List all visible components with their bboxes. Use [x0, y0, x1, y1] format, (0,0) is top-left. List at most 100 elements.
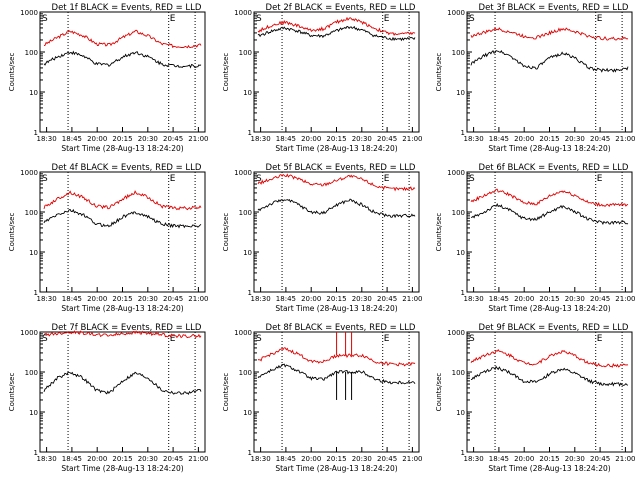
x-axis-label: Start Time (28-Aug-13 18:24:20)	[488, 464, 610, 473]
series-line-lld	[257, 16, 416, 37]
x-tick-label: 21:00	[615, 295, 635, 303]
e-marker: E	[170, 334, 176, 344]
series-line-events	[470, 365, 629, 387]
series-line-lld	[470, 188, 629, 208]
series-line-events	[43, 50, 202, 69]
y-tick-label: 100	[452, 369, 465, 377]
x-tick-label: 21:00	[402, 455, 422, 463]
x-tick-label: 18:30	[251, 295, 271, 303]
chart-panel-8: Det 8f BLACK = Events, RED = LLD 1 10 100 10…	[222, 323, 422, 473]
x-tick-label: 20:45	[590, 455, 610, 463]
series-line-lld	[43, 190, 202, 211]
e-marker: E	[597, 334, 603, 344]
y-axis-label: Counts/sec	[222, 373, 230, 412]
x-tick-label: 18:45	[62, 295, 82, 303]
x-tick-label: 18:45	[276, 455, 296, 463]
y-axis-label: Counts/sec	[435, 373, 443, 412]
x-tick-label: 20:30	[138, 135, 158, 143]
x-tick-label: 21:00	[188, 135, 208, 143]
y-tick-label: 1000	[20, 169, 38, 177]
y-tick-label: 100	[239, 369, 252, 377]
chart-title: Det 6f BLACK = Events, RED = LLD	[479, 163, 629, 173]
s-marker: S	[42, 174, 48, 184]
x-tick-label: 20:15	[112, 455, 132, 463]
x-tick-label: 18:30	[37, 455, 57, 463]
x-tick-label: 18:30	[251, 135, 271, 143]
e-marker: E	[597, 14, 603, 24]
y-tick-label: 10	[243, 89, 252, 97]
y-tick-label: 10	[456, 89, 465, 97]
x-axis-label: Start Time (28-Aug-13 18:24:20)	[488, 144, 610, 153]
y-tick-label: 1000	[20, 329, 38, 337]
e-marker: E	[384, 334, 390, 344]
chart-title: Det 8f BLACK = Events, RED = LLD	[266, 323, 416, 333]
s-marker: S	[42, 14, 48, 24]
x-tick-label: 20:45	[590, 135, 610, 143]
y-tick-label: 100	[25, 209, 38, 217]
series-line-events	[257, 363, 416, 385]
y-tick-label: 1	[34, 449, 38, 457]
y-tick-label: 1	[461, 289, 465, 297]
chart-title: Det 7f BLACK = Events, RED = LLD	[52, 323, 202, 333]
y-tick-label: 100	[25, 369, 38, 377]
x-tick-label: 18:30	[251, 455, 271, 463]
y-tick-label: 1	[248, 449, 252, 457]
plot-frame	[466, 171, 633, 293]
x-tick-label: 20:15	[112, 295, 132, 303]
chart-title: Det 4f BLACK = Events, RED = LLD	[52, 163, 202, 173]
x-tick-label: 20:00	[514, 135, 534, 143]
y-axis-label: Counts/sec	[8, 213, 16, 252]
series-line-lld	[43, 29, 202, 49]
chart-panel-5: Det 5f BLACK = Events, RED = LLD 1 10 100 10…	[222, 163, 422, 313]
y-tick-label: 10	[456, 409, 465, 417]
x-axis-label: Start Time (28-Aug-13 18:24:20)	[275, 464, 397, 473]
x-tick-label: 21:00	[188, 295, 208, 303]
y-tick-label: 10	[29, 409, 38, 417]
x-tick-label: 21:00	[402, 135, 422, 143]
series-line-events	[470, 50, 629, 73]
s-marker: S	[469, 14, 475, 24]
s-marker: S	[42, 334, 48, 344]
x-tick-label: 20:15	[539, 295, 559, 303]
y-tick-label: 100	[452, 209, 465, 217]
y-axis-label: Counts/sec	[222, 213, 230, 252]
x-tick-label: 20:00	[514, 455, 534, 463]
y-tick-label: 100	[25, 49, 38, 57]
x-tick-label: 20:00	[87, 135, 107, 143]
x-axis-label: Start Time (28-Aug-13 18:24:20)	[275, 144, 397, 153]
x-tick-label: 20:00	[301, 135, 321, 143]
x-tick-label: 20:15	[326, 295, 346, 303]
x-tick-label: 20:30	[565, 135, 585, 143]
chart-title: Det 9f BLACK = Events, RED = LLD	[479, 323, 629, 333]
x-axis-label: Start Time (28-Aug-13 18:24:20)	[61, 304, 183, 313]
chart-title: Det 5f BLACK = Events, RED = LLD	[266, 163, 416, 173]
chart-title: Det 1f BLACK = Events, RED = LLD	[52, 3, 202, 13]
x-tick-label: 20:30	[352, 455, 372, 463]
x-tick-label: 20:45	[163, 455, 183, 463]
chart-panel-1: Det 1f BLACK = Events, RED = LLD 1 10 100 10…	[8, 3, 208, 153]
series-line-events	[43, 371, 202, 396]
series-line-lld	[470, 26, 629, 41]
s-marker: S	[469, 334, 475, 344]
series-line-lld	[44, 330, 202, 339]
x-tick-label: 20:45	[377, 295, 397, 303]
x-tick-label: 21:00	[188, 455, 208, 463]
y-tick-label: 1000	[234, 169, 252, 177]
e-marker: E	[170, 14, 176, 24]
x-tick-label: 20:00	[301, 455, 321, 463]
y-tick-label: 100	[239, 209, 252, 217]
x-tick-label: 20:00	[301, 295, 321, 303]
x-tick-label: 20:15	[326, 455, 346, 463]
e-marker: E	[597, 174, 603, 184]
x-tick-label: 18:45	[489, 455, 509, 463]
x-tick-label: 20:45	[163, 295, 183, 303]
y-tick-label: 1	[248, 289, 252, 297]
y-tick-label: 100	[452, 49, 465, 57]
y-tick-label: 1000	[447, 9, 465, 17]
chart-panel-6: Det 6f BLACK = Events, RED = LLD 1 10 100 10…	[435, 163, 635, 313]
x-tick-label: 20:30	[352, 135, 372, 143]
x-axis-label: Start Time (28-Aug-13 18:24:20)	[488, 304, 610, 313]
x-tick-label: 20:30	[352, 295, 372, 303]
x-axis-label: Start Time (28-Aug-13 18:24:20)	[275, 304, 397, 313]
x-tick-label: 20:30	[565, 295, 585, 303]
